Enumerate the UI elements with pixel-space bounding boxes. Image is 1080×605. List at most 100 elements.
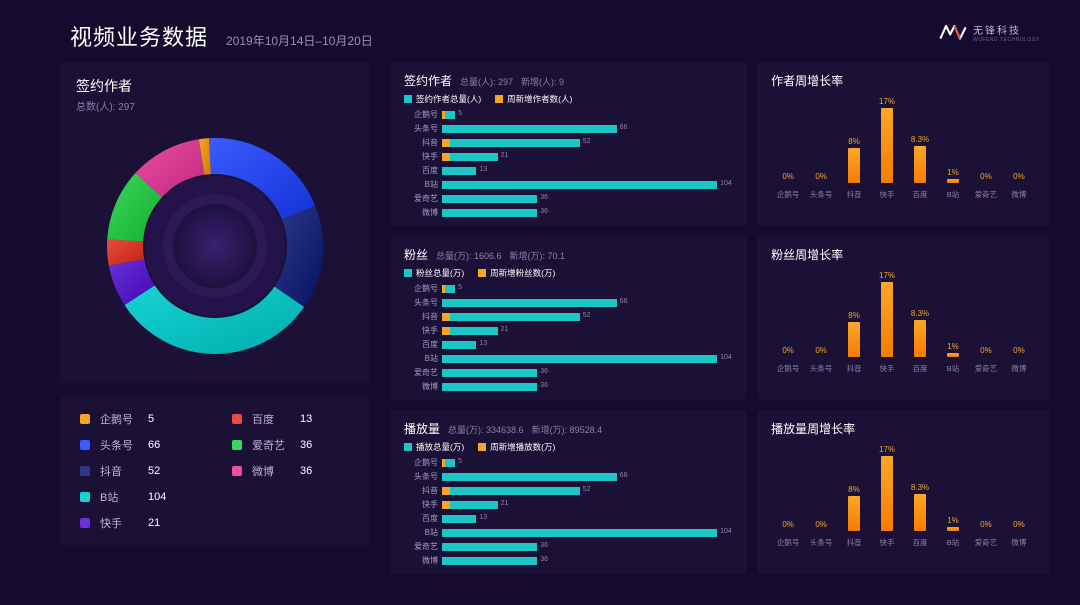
legend-label: B站 xyxy=(100,489,148,505)
hbar-value: 5 xyxy=(458,284,462,291)
hbar-total xyxy=(442,299,617,307)
hbar-row: 爱奇艺 36 xyxy=(404,367,733,378)
vbar-col: 17% 快手 xyxy=(872,445,902,548)
legend-swatch xyxy=(80,466,90,476)
hbar-total xyxy=(442,529,717,537)
vbar-category: B站 xyxy=(947,363,960,374)
vbar-col: 0% 爱奇艺 xyxy=(971,520,1001,548)
vbar-bar xyxy=(914,494,926,531)
vbar-category: 抖音 xyxy=(847,363,862,374)
vbar-col: 0% 微博 xyxy=(1004,346,1034,374)
legend-swatch xyxy=(80,414,90,424)
vbar-bar xyxy=(881,456,893,531)
hbar-category: 抖音 xyxy=(404,137,438,148)
vbar-pct: 0% xyxy=(1013,172,1025,181)
hbar-legend-b: 周新增粉丝数(万) xyxy=(478,267,555,279)
hbar-value: 36 xyxy=(540,542,548,549)
hbar-value: 104 xyxy=(720,354,732,361)
hbar-category: 抖音 xyxy=(404,311,438,322)
hbar-category: 企鹅号 xyxy=(404,283,438,294)
hbar-total xyxy=(442,167,476,175)
donut-chart xyxy=(100,131,330,361)
vbar-panel: 播放量周增长率 0% 企鹅号 0% 头条号 8% 抖音 17% 快手 8.3% xyxy=(757,410,1050,574)
hbar-meta-total: 总量(万): 334638.6 xyxy=(448,423,524,436)
legend-swatch xyxy=(232,466,242,476)
hbar-row: 头条号 66 xyxy=(404,123,733,134)
hbar-panel: 粉丝 总量(万): 1606.6 新增(万): 70.1 粉丝总量(万) 周新增… xyxy=(390,236,747,400)
vbar-pct: 0% xyxy=(815,172,827,181)
vbar-title: 播放量周增长率 xyxy=(771,420,1036,437)
legend-value: 13 xyxy=(300,413,312,425)
hbar-value: 5 xyxy=(458,458,462,465)
hbar-meta-total: 总量(人): 297 xyxy=(460,75,513,88)
vbar-col: 17% 快手 xyxy=(872,97,902,200)
hbar-row: 头条号 66 xyxy=(404,471,733,482)
hbar-value: 52 xyxy=(583,486,591,493)
legend-label: 抖音 xyxy=(100,463,148,479)
hbar-total xyxy=(442,487,580,495)
legend-value: 36 xyxy=(300,465,312,477)
hbar-category: 微博 xyxy=(404,381,438,392)
vbar-bar xyxy=(848,496,860,531)
legend-panel: 企鹅号5百度13头条号66爱奇艺36抖音52微博36B站104快手21 xyxy=(60,397,370,545)
hbar-meta-new: 新增(万): 89528.4 xyxy=(532,423,603,436)
hbar-legend-a: 播放总量(万) xyxy=(404,441,464,453)
vbar-category: 企鹅号 xyxy=(777,537,800,548)
hbar-total xyxy=(442,327,498,335)
legend-item: 百度13 xyxy=(232,411,350,427)
vbar-title: 粉丝周增长率 xyxy=(771,246,1036,263)
vbar-pct: 8% xyxy=(848,485,860,494)
legend-swatch xyxy=(80,492,90,502)
legend-item: B站104 xyxy=(80,489,198,505)
legend-value: 21 xyxy=(148,517,160,529)
vbar-pct: 0% xyxy=(782,346,794,355)
hbar-total xyxy=(442,557,537,565)
vbar-bar xyxy=(848,322,860,357)
hbar-category: 百度 xyxy=(404,339,438,350)
legend-value: 104 xyxy=(148,491,166,503)
hbar-category: B站 xyxy=(404,353,438,364)
hbar-new xyxy=(442,327,450,335)
hbar-total xyxy=(442,209,537,217)
hbar-row: 抖音 52 xyxy=(404,137,733,148)
hbar-title: 签约作者 xyxy=(404,72,452,89)
vbar-pct: 17% xyxy=(879,445,895,454)
vbar-panel: 作者周增长率 0% 企鹅号 0% 头条号 8% 抖音 17% 快手 8.3% 百 xyxy=(757,62,1050,226)
hbar-value: 36 xyxy=(540,208,548,215)
hbar-row: 企鹅号 5 xyxy=(404,283,733,294)
hbar-row: 爱奇艺 36 xyxy=(404,541,733,552)
vbar-category: B站 xyxy=(947,537,960,548)
vbar-col: 8.3% 百度 xyxy=(905,135,935,200)
vbar-category: 爱奇艺 xyxy=(975,363,998,374)
vbar-pct: 17% xyxy=(879,97,895,106)
hbar-value: 21 xyxy=(501,326,509,333)
legend-label: 企鹅号 xyxy=(100,411,148,427)
donut-title: 签约作者 xyxy=(76,76,354,96)
vbar-col: 8% 抖音 xyxy=(839,485,869,548)
vbar-pct: 17% xyxy=(879,271,895,280)
vbar-col: 8% 抖音 xyxy=(839,137,869,200)
vbar-bar xyxy=(914,320,926,357)
hbar-row: B站 104 xyxy=(404,527,733,538)
hbar-category: B站 xyxy=(404,179,438,190)
hbar-value: 21 xyxy=(501,152,509,159)
vbar-col: 1% B站 xyxy=(938,342,968,374)
vbar-panel: 粉丝周增长率 0% 企鹅号 0% 头条号 8% 抖音 17% 快手 8.3% 百 xyxy=(757,236,1050,400)
hbar-legend-a: 签约作者总量(人) xyxy=(404,93,481,105)
vbar-category: B站 xyxy=(947,189,960,200)
hbar-total xyxy=(442,195,537,203)
hbar-value: 21 xyxy=(501,500,509,507)
hbar-new xyxy=(442,487,450,495)
hbar-row: 抖音 52 xyxy=(404,311,733,322)
hbar-category: 微博 xyxy=(404,555,438,566)
page-title: 视频业务数据 xyxy=(70,20,208,52)
hbar-row: 百度 13 xyxy=(404,165,733,176)
legend-item xyxy=(232,515,350,531)
vbar-pct: 0% xyxy=(980,520,992,529)
hbar-value: 36 xyxy=(540,382,548,389)
hbar-meta-total: 总量(万): 1606.6 xyxy=(436,249,502,262)
vbar-col: 0% 爱奇艺 xyxy=(971,172,1001,200)
hbar-total xyxy=(442,181,717,189)
hbar-total xyxy=(442,341,476,349)
hbar-value: 36 xyxy=(540,194,548,201)
